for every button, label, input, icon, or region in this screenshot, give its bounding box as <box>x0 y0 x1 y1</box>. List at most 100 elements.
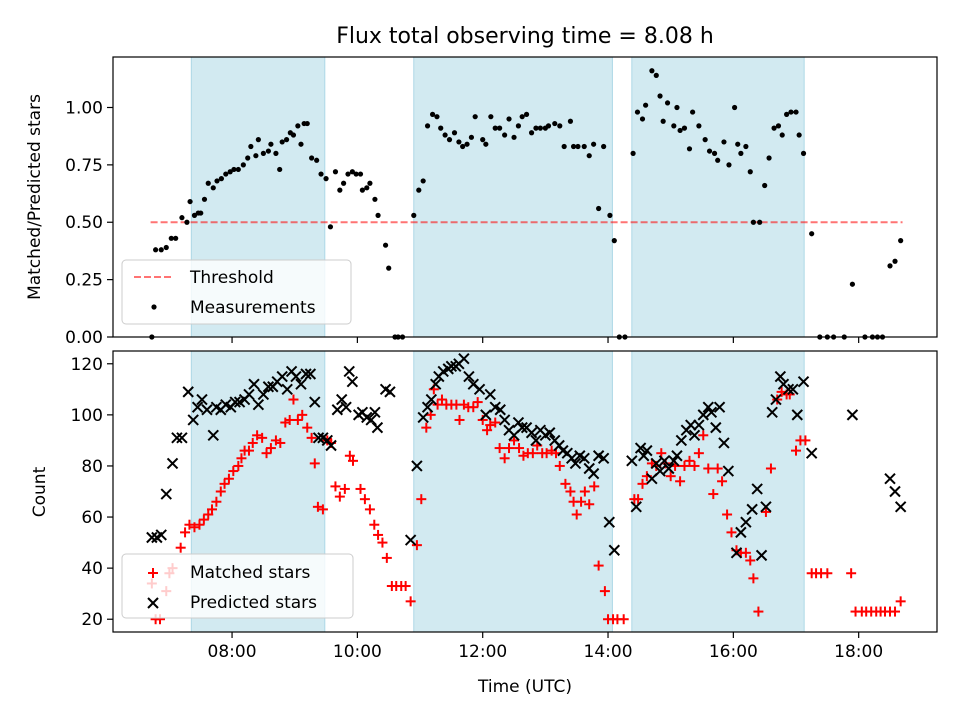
matched-star-point <box>223 473 234 484</box>
predicted-star-point-b <box>626 455 638 467</box>
measurement-point <box>762 182 768 189</box>
measurement-point <box>173 235 179 241</box>
measurement-point <box>375 212 381 218</box>
matched-star-point <box>637 478 648 489</box>
predicted-star-point <box>155 529 167 541</box>
matched-star-point <box>599 586 610 597</box>
measurement-point <box>304 120 310 127</box>
measurement-point <box>231 166 237 173</box>
measurement-point <box>187 198 193 205</box>
measurement-point <box>892 258 898 264</box>
measurement-point <box>163 244 169 251</box>
predicted-star-point <box>262 381 275 393</box>
predicted-star-point <box>404 534 417 546</box>
predicted-star-point <box>243 388 255 401</box>
predicted-star-point-b <box>384 386 396 398</box>
predicted-star-point <box>650 457 662 470</box>
measurement-point <box>537 125 543 131</box>
measurement-point <box>416 187 422 193</box>
predicted-star-point-b <box>746 503 758 516</box>
matched-star-point <box>347 455 358 466</box>
matched-star-point <box>207 504 218 515</box>
ratio-legend: Threshold Measurements <box>121 259 352 325</box>
predicted-star-point-b <box>146 531 158 544</box>
matched-star-point <box>765 463 776 474</box>
predicted-star-point <box>782 383 795 396</box>
matched-star-point <box>633 494 644 505</box>
predicted-star-point <box>671 450 683 462</box>
ratio-observing-interval <box>413 56 613 338</box>
predicted-star-point-b <box>207 429 219 442</box>
predicted-star-point <box>281 383 293 396</box>
legend-cross-marker-b <box>147 597 159 609</box>
predicted-star-point <box>176 432 188 444</box>
count-observing-interval <box>413 350 613 633</box>
predicted-star-point <box>770 393 782 406</box>
count-axis-label: Count <box>30 466 50 517</box>
predicted-star-point <box>248 378 260 390</box>
measurement-point <box>223 171 229 177</box>
count-xtick-label: 18:00 <box>834 642 883 662</box>
matched-star-point <box>432 399 443 410</box>
predicted-star-point-b <box>603 516 615 528</box>
predicted-star-point-b <box>685 419 697 431</box>
measurement-point <box>295 123 301 129</box>
measurement-point <box>179 215 185 221</box>
matched-star-point <box>684 455 695 466</box>
predicted-star-point <box>894 501 907 513</box>
matched-star-point <box>846 568 857 579</box>
predicted-star-point <box>722 465 735 477</box>
predicted-star-point <box>182 386 194 398</box>
predicted-star-point-b <box>196 393 208 406</box>
predicted-star-point-b <box>578 452 590 464</box>
measurement-point <box>359 187 365 193</box>
matched-star-point <box>679 460 690 471</box>
ratio-legend-box <box>121 259 352 325</box>
measurement-point <box>353 171 359 177</box>
predicted-star-point <box>760 501 772 513</box>
predicted-star-point-b <box>787 383 799 396</box>
measurement-point <box>210 185 216 191</box>
measurement-point <box>198 210 204 216</box>
count-xtick-label: 10:00 <box>333 642 382 662</box>
measurement-point <box>611 238 617 244</box>
measurement-point <box>800 150 807 156</box>
predicted-star-point <box>171 432 183 444</box>
predicted-star-point-b <box>777 378 790 390</box>
predicted-star-point-b <box>697 409 709 421</box>
ratio-ytick-label: 0.75 <box>65 156 103 176</box>
predicted-star-point <box>257 388 270 401</box>
predicted-star-point-b <box>210 401 223 413</box>
predicted-star-point <box>325 439 337 452</box>
predicted-star-point <box>346 375 359 388</box>
predicted-star-point-b <box>516 421 528 434</box>
predicted-star-point-b <box>340 401 352 413</box>
predicted-star-point <box>276 370 288 383</box>
measurement-point <box>601 143 607 150</box>
matched-star-point <box>584 499 595 510</box>
measurement-point <box>472 114 478 120</box>
matched-star-point <box>822 568 833 579</box>
measurement-point <box>570 143 577 150</box>
predicted-star-point-b <box>730 547 743 559</box>
measurement-point <box>643 102 649 108</box>
measurement-point <box>340 180 347 186</box>
predicted-star-point <box>654 465 666 477</box>
measurement-point <box>630 150 636 156</box>
predicted-star-point <box>191 401 204 413</box>
predicted-star-point-b <box>740 516 752 528</box>
predicted-star-point <box>312 432 325 444</box>
predicted-star-point-b <box>166 457 179 470</box>
matched-star-point <box>791 445 802 456</box>
predicted-star-point-b <box>705 406 718 419</box>
predicted-star-point <box>336 393 348 406</box>
predicted-star-point-b <box>557 444 569 457</box>
predicted-star-point-b <box>176 432 188 444</box>
measurement-point <box>557 123 563 129</box>
predicted-star-point <box>331 404 344 416</box>
measurement-point <box>779 132 785 138</box>
predicted-star-point <box>663 462 675 475</box>
predicted-star-point-b <box>312 432 325 444</box>
measurement-point <box>591 141 597 147</box>
